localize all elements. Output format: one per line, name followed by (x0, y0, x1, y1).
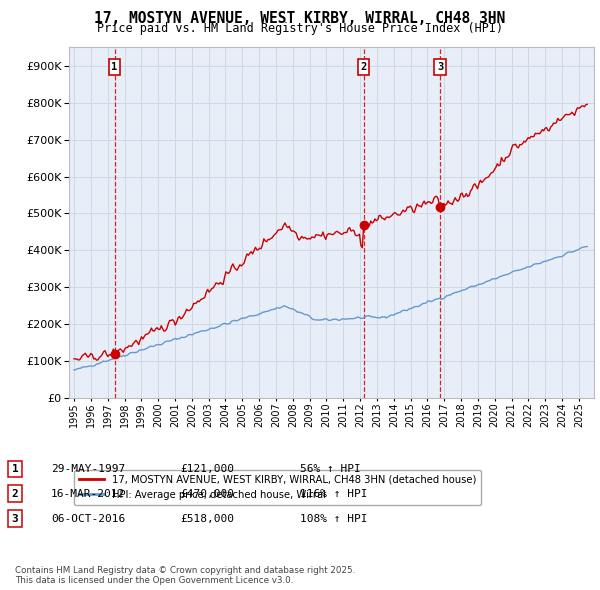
Text: 29-MAY-1997: 29-MAY-1997 (51, 464, 125, 474)
Text: 3: 3 (437, 62, 443, 72)
Text: 2: 2 (11, 489, 19, 499)
Text: 108% ↑ HPI: 108% ↑ HPI (300, 514, 367, 523)
Legend: 17, MOSTYN AVENUE, WEST KIRBY, WIRRAL, CH48 3HN (detached house), HPI: Average p: 17, MOSTYN AVENUE, WEST KIRBY, WIRRAL, C… (74, 470, 481, 505)
Text: 16-MAR-2012: 16-MAR-2012 (51, 489, 125, 499)
Text: £121,000: £121,000 (180, 464, 234, 474)
Text: £470,000: £470,000 (180, 489, 234, 499)
Text: 06-OCT-2016: 06-OCT-2016 (51, 514, 125, 523)
Text: Price paid vs. HM Land Registry's House Price Index (HPI): Price paid vs. HM Land Registry's House … (97, 22, 503, 35)
Text: Contains HM Land Registry data © Crown copyright and database right 2025.
This d: Contains HM Land Registry data © Crown c… (15, 566, 355, 585)
Text: 116% ↑ HPI: 116% ↑ HPI (300, 489, 367, 499)
Text: 1: 1 (112, 62, 118, 72)
Text: 17, MOSTYN AVENUE, WEST KIRBY, WIRRAL, CH48 3HN: 17, MOSTYN AVENUE, WEST KIRBY, WIRRAL, C… (94, 11, 506, 25)
Text: 3: 3 (11, 514, 19, 523)
Text: £518,000: £518,000 (180, 514, 234, 523)
Text: 1: 1 (11, 464, 19, 474)
Text: 56% ↑ HPI: 56% ↑ HPI (300, 464, 361, 474)
Text: 2: 2 (361, 62, 367, 72)
